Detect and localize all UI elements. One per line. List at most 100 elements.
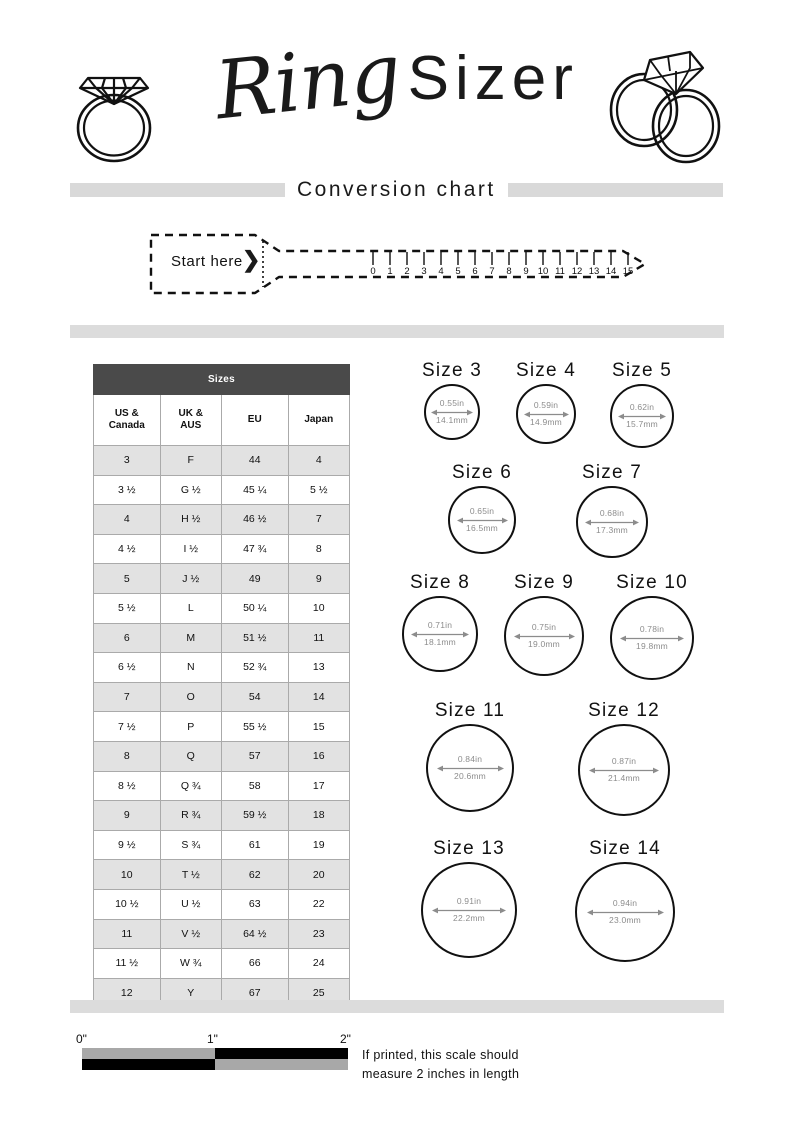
sizer-tick-label: 10	[537, 266, 549, 277]
diameter-arrow-icon	[523, 411, 569, 418]
ring-diameter-inches: 0.78in	[639, 624, 665, 635]
table-cell: 19	[287, 829, 351, 861]
table-row: 6 ½ N 52 ¾ 13	[93, 652, 351, 683]
table-column-header: UK & AUS	[159, 394, 222, 446]
sizer-tick-label: 4	[438, 266, 444, 277]
ring-diameter-mm: 18.1mm	[424, 636, 456, 647]
ring-diameter-inches: 0.62in	[629, 402, 655, 413]
ring-size-label: Size 13	[433, 838, 505, 859]
ring-diameter-mm: 22.2mm	[453, 912, 485, 923]
scale-bar	[82, 1048, 348, 1070]
scale-tick-label: 2"	[340, 1032, 351, 1046]
table-cell: 13	[287, 652, 351, 683]
table-cell: 59 ½	[220, 800, 289, 831]
ring-size-circle: 0.59in 14.9mm	[516, 384, 576, 444]
ring-size-label: Size 11	[434, 700, 506, 721]
scale-square	[215, 1059, 348, 1070]
ring-size-item: Size 6 0.65in 16.5mm	[448, 462, 516, 554]
table-column-header: EU	[220, 394, 289, 446]
sizer-tick-label: 13	[588, 266, 600, 277]
table-cell: 6	[93, 622, 161, 654]
ring-size-circle: 0.71in 18.1mm	[402, 596, 478, 672]
table-cell: 63	[220, 888, 289, 920]
ring-size-item: Size 8 0.71in 18.1mm	[402, 572, 478, 672]
table-cell: 45 ¼	[220, 474, 289, 506]
table-cell: 7 ½	[93, 711, 161, 742]
ring-size-circle: 0.68in 17.3mm	[576, 486, 648, 558]
ring-size-label: Size 10	[616, 572, 688, 593]
table-cell: 4	[93, 504, 161, 535]
ring-diameter-inches: 0.84in	[457, 754, 483, 765]
ring-size-circle: 0.94in 23.0mm	[575, 862, 675, 962]
ring-size-row: Size 8 0.71in 18.1mm Size 9 0.75in 19.0mm Size…	[372, 572, 724, 680]
ring-size-circle: 0.91in 22.2mm	[421, 862, 517, 958]
ring-size-circle: 0.65in 16.5mm	[448, 486, 516, 554]
diameter-arrow-icon	[620, 635, 684, 642]
scale-tick-label: 1"	[207, 1032, 218, 1046]
ring-size-item: Size 11 0.84in 20.6mm	[426, 700, 514, 812]
ring-diameter-mm: 19.8mm	[636, 640, 668, 651]
ring-diameter-inches: 0.94in	[612, 898, 638, 909]
ring-diameter-inches: 0.65in	[469, 506, 495, 517]
table-column-header: US & Canada	[93, 394, 161, 446]
ring-size-circle: 0.55in 14.1mm	[423, 384, 480, 440]
table-cell: 10	[93, 859, 161, 890]
ring-size-circle: 0.87in 21.4mm	[578, 724, 670, 816]
table-cell: 51 ½	[220, 622, 289, 654]
table-column-header-row: US & Canada UK & AUS EU Japan	[93, 394, 351, 446]
ring-size-item: Size 10 0.78in 19.8mm	[610, 572, 694, 680]
table-row: 5 ½ L 50 ¼ 10	[93, 592, 351, 624]
ring-size-row: Size 11 0.84in 20.6mm Size 12 0.87in 21.4mm	[372, 700, 724, 816]
table-cell: J ½	[159, 563, 222, 594]
ring-size-circle: 0.84in 20.6mm	[426, 724, 514, 812]
table-cell: R ¾	[159, 800, 222, 831]
table-cell: 8	[93, 740, 161, 772]
divider-top	[70, 325, 724, 338]
table-cell: 47 ¾	[220, 533, 289, 565]
table-row: 11 V ½ 64 ½ 23	[93, 918, 351, 950]
table-cell: 55 ½	[220, 711, 289, 742]
table-row: 7 ½ P 55 ½ 15	[93, 711, 351, 742]
table-cell: G ½	[159, 474, 222, 506]
ring-size-row: Size 6 0.65in 16.5mm Size 7 0.68in 17.3mm	[372, 462, 724, 558]
ring-diameter-mm: 14.9mm	[530, 416, 562, 427]
table-cell: 7	[93, 681, 161, 713]
ring-diameter-inches: 0.91in	[456, 896, 482, 907]
print-scale: 0" 1" 2" If printed, this scale should mea…	[76, 1032, 519, 1092]
table-row: 8 Q 57 16	[93, 740, 351, 772]
ring-size-label: Size 3	[421, 360, 482, 381]
ring-size-label: Size 14	[589, 838, 661, 859]
table-cell: 3	[93, 445, 161, 476]
table-cell: Q ¾	[159, 770, 222, 802]
table-column-header: Japan	[287, 394, 351, 446]
divider-bottom	[70, 1000, 724, 1013]
ring-size-label: Size 4	[516, 360, 577, 381]
ring-size-item: Size 14 0.94in 23.0mm	[575, 838, 675, 962]
sizer-tick-label: 5	[455, 266, 461, 277]
table-cell: H ½	[159, 504, 222, 535]
table-cell: 17	[287, 770, 351, 802]
table-cell: 4	[287, 445, 351, 476]
subtitle-row: Conversion chart	[70, 178, 724, 201]
ring-size-row: Size 13 0.91in 22.2mm Size 14 0.94in 23.0mm	[372, 838, 724, 962]
scale-row-top	[82, 1048, 348, 1059]
title-script-word: Ring	[211, 25, 405, 138]
ring-size-label: Size 5	[612, 360, 673, 381]
diameter-arrow-icon	[411, 631, 469, 638]
scale-note-line-2: measure 2 inches in length	[362, 1066, 520, 1081]
scale-note: If printed, this scale should measure 2 …	[362, 1046, 562, 1084]
ring-size-item: Size 5 0.62in 15.7mm	[610, 360, 675, 448]
ring-size-label: Size 12	[588, 700, 660, 721]
table-row: 10 T ½ 62 20	[93, 859, 351, 890]
ring-diameter-mm: 20.6mm	[454, 770, 486, 781]
table-cell: 52 ¾	[220, 652, 289, 683]
table-cell: 9	[93, 800, 161, 831]
ring-diameter-mm: 23.0mm	[609, 914, 641, 925]
table-cell: 58	[220, 770, 289, 802]
table-cell: 3 ½	[93, 474, 161, 506]
